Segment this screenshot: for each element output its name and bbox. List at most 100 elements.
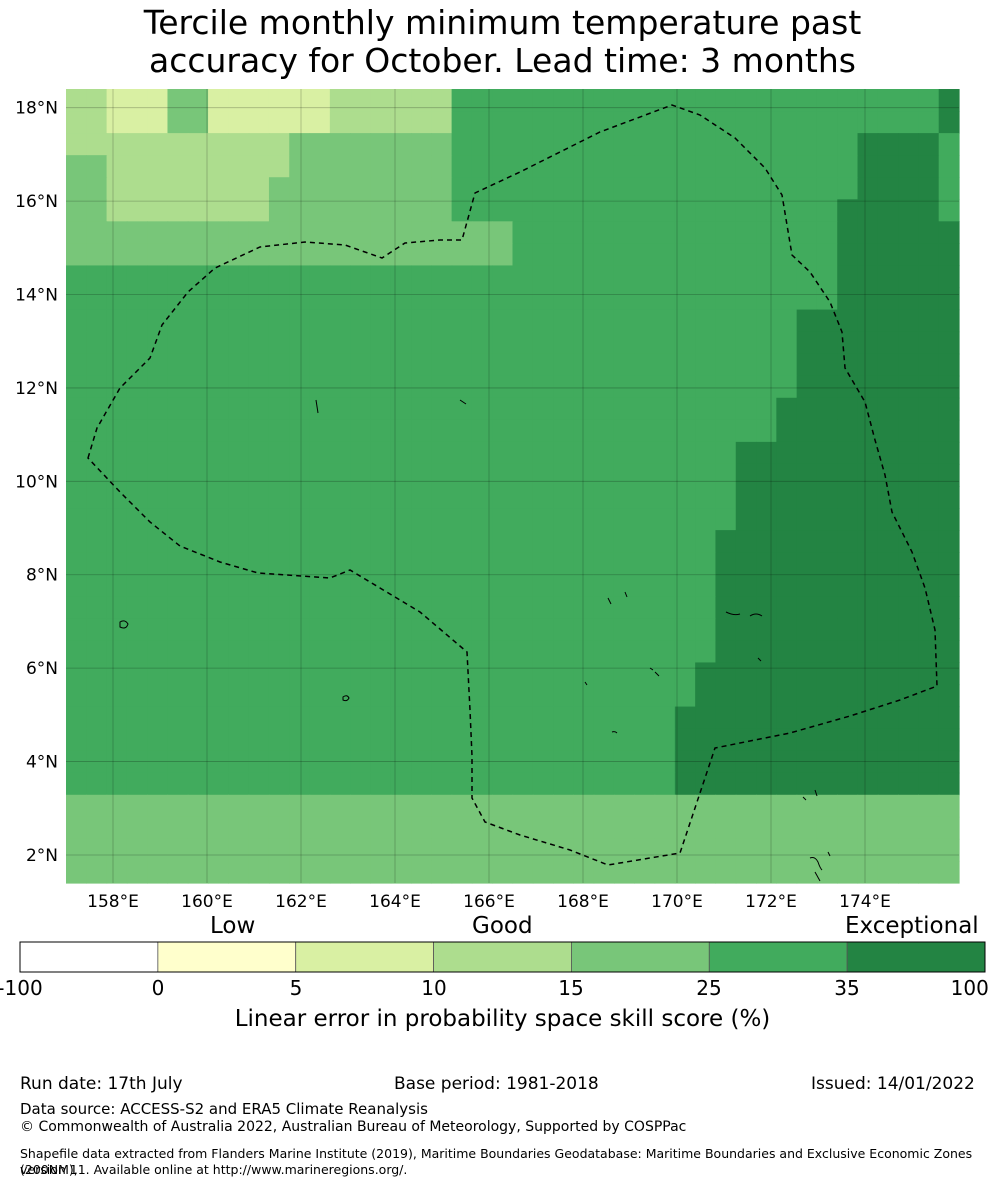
skill-cell	[289, 441, 311, 465]
skill-cell	[756, 860, 777, 884]
skill-cell	[431, 662, 453, 686]
data-source: Data source: ACCESS-S2 and ERA5 Climate …	[20, 1100, 428, 1118]
skill-cell	[796, 331, 818, 355]
skill-cell	[816, 508, 838, 531]
skill-cell	[289, 199, 311, 222]
skill-cell	[370, 199, 392, 222]
skill-cell	[877, 375, 899, 399]
skill-cell	[126, 552, 148, 575]
skill-cell	[147, 287, 169, 311]
skill-cell	[329, 309, 351, 333]
skill-cell	[248, 794, 270, 818]
skill-cell	[593, 331, 615, 355]
skill-cell	[796, 794, 818, 818]
skill-cell	[573, 133, 595, 156]
skill-cell	[431, 221, 453, 244]
skill-cell	[126, 397, 148, 421]
skill-cell	[86, 177, 108, 200]
skill-cell	[654, 706, 676, 730]
skill-cell	[167, 684, 189, 708]
skill-cell	[208, 155, 229, 178]
skill-cell	[654, 860, 676, 884]
skill-cell	[66, 397, 87, 421]
skill-cell	[147, 706, 169, 730]
skill-cell	[187, 177, 209, 200]
skill-cell	[106, 111, 128, 134]
skill-cell	[776, 552, 798, 575]
skill-cell	[471, 596, 493, 619]
skill-cell	[512, 221, 534, 244]
skill-cell	[674, 574, 696, 597]
skill-cell	[857, 684, 879, 708]
skill-cell	[309, 463, 331, 487]
skill-cell	[674, 750, 696, 774]
skill-cell	[350, 331, 372, 355]
skill-cell	[471, 221, 493, 244]
skill-cell	[411, 243, 432, 267]
skill-cell	[877, 750, 899, 774]
colorbar-title-low: Low	[210, 913, 256, 939]
skill-cell	[532, 794, 554, 818]
skill-cell	[147, 265, 169, 289]
skill-cell	[816, 794, 838, 818]
skill-cell	[593, 221, 615, 244]
skill-cell	[106, 155, 128, 178]
skill-cell	[350, 89, 372, 112]
skill-cell	[492, 508, 514, 531]
skill-cell	[126, 265, 148, 289]
skill-cell	[735, 574, 757, 597]
skill-cell	[776, 486, 798, 509]
skill-cell	[471, 860, 493, 884]
skill-cell	[776, 89, 798, 112]
skill-cell	[86, 618, 108, 641]
skill-cell	[654, 287, 676, 311]
skill-cell	[370, 155, 392, 178]
skill-cell	[918, 596, 940, 619]
skill-cell	[756, 265, 777, 289]
lon-tick-label: 158°E	[87, 892, 139, 912]
skill-cell	[553, 111, 574, 134]
skill-cell	[877, 287, 899, 311]
skill-cell	[411, 287, 432, 311]
skill-cell	[167, 133, 189, 156]
skill-cell	[390, 750, 412, 774]
skill-cell	[776, 662, 798, 686]
skill-cell	[938, 552, 960, 575]
skill-cell	[228, 111, 250, 134]
skill-cell	[268, 772, 290, 796]
skill-cell	[451, 508, 473, 531]
skill-cell	[126, 816, 148, 840]
skill-cell	[756, 177, 777, 200]
skill-cell	[857, 794, 879, 818]
skill-cell	[329, 265, 351, 289]
skill-cell	[877, 265, 899, 289]
skill-cell	[593, 177, 615, 200]
skill-cell	[329, 552, 351, 575]
skill-cell	[126, 706, 148, 730]
skill-cell	[309, 353, 331, 377]
skill-cell	[532, 177, 554, 200]
skill-cell	[66, 486, 87, 509]
skill-cell	[309, 772, 331, 796]
skill-cell	[796, 816, 818, 840]
skill-cell	[918, 486, 940, 509]
skill-cell	[167, 419, 189, 443]
skill-cell	[451, 199, 473, 222]
skill-cell	[126, 684, 148, 708]
skill-cell	[938, 662, 960, 686]
skill-cell	[613, 397, 635, 421]
skill-cell	[370, 860, 392, 884]
skill-cell	[106, 243, 128, 267]
skill-cell	[877, 574, 899, 597]
skill-cell	[492, 243, 514, 267]
skill-cell	[248, 287, 270, 311]
skill-cell	[492, 838, 514, 862]
skill-cell	[106, 816, 128, 840]
skill-cell	[411, 309, 432, 333]
skill-cell	[532, 199, 554, 222]
skill-cell	[857, 287, 879, 311]
skill-cell	[918, 552, 940, 575]
skill-cell	[756, 419, 777, 443]
skill-cell	[370, 750, 392, 774]
skill-cell	[715, 860, 737, 884]
